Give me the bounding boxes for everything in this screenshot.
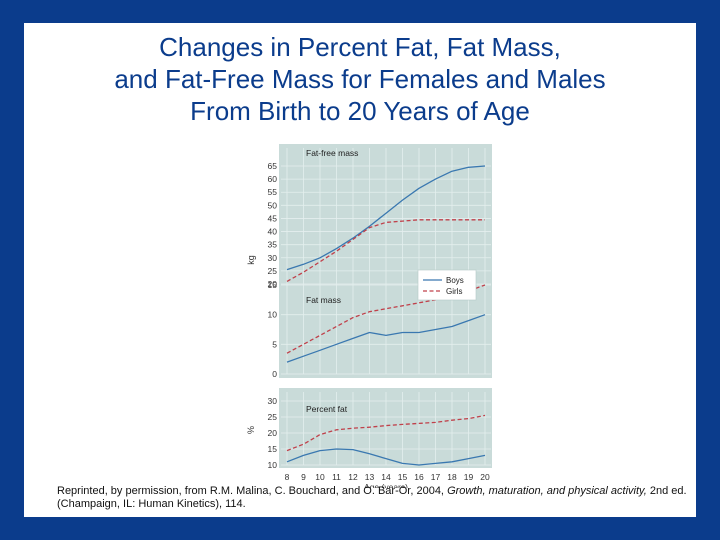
panel-title: Fat mass bbox=[306, 295, 341, 305]
y-tick-label: 20 bbox=[268, 279, 278, 289]
citation-book-title: Growth, maturation, and physical activit… bbox=[447, 485, 647, 497]
y-tick-label: 65 bbox=[268, 161, 278, 171]
x-tick-label: 14 bbox=[381, 472, 391, 482]
x-tick-label: 8 bbox=[285, 472, 290, 482]
title-line-1: Changes in Percent Fat, Fat Mass, bbox=[159, 32, 561, 62]
boys-fat-free-mass-line bbox=[286, 165, 486, 271]
y-tick-label: 50 bbox=[268, 200, 278, 210]
boys-legend-label: Boys bbox=[446, 276, 464, 285]
y-tick-label: 45 bbox=[268, 213, 278, 223]
y-tick-label: 10 bbox=[268, 310, 278, 320]
slide-title: Changes in Percent Fat, Fat Mass, and Fa… bbox=[24, 31, 696, 127]
slide: Changes in Percent Fat, Fat Mass, and Fa… bbox=[24, 23, 696, 517]
girls-percent-fat-line bbox=[286, 414, 486, 452]
citation-suffix: 2nd ed. (Champaign, IL: Human Kinetics),… bbox=[57, 485, 687, 510]
x-tick-label: 17 bbox=[431, 472, 441, 482]
body-composition-chart: 20 25 30 35 40 45 50 55 60 65 Fat-free mass kg 0 5 10 1… bbox=[246, 144, 492, 488]
y-tick-label: 55 bbox=[268, 187, 278, 197]
panel-title: Percent fat bbox=[306, 404, 348, 414]
boys-percent-fat-line bbox=[286, 448, 486, 466]
x-axis-label: Age (years) bbox=[364, 482, 408, 488]
x-tick-label: 12 bbox=[348, 472, 358, 482]
x-tick-label: 9 bbox=[301, 472, 306, 482]
y-tick-label: 5 bbox=[272, 339, 277, 349]
y-tick-label: 60 bbox=[268, 174, 278, 184]
x-tick-label: 20 bbox=[480, 472, 490, 482]
legend-box bbox=[417, 269, 477, 301]
x-tick-label: 10 bbox=[315, 472, 325, 482]
title-line-3: From Birth to 20 Years of Age bbox=[190, 96, 530, 126]
citation: Reprinted, by permission, from R.M. Mali… bbox=[57, 485, 687, 511]
girls-legend-label: Girls bbox=[446, 287, 462, 296]
kg-panel-background bbox=[279, 144, 492, 378]
y-tick-label: 35 bbox=[268, 240, 278, 250]
y-tick-label: 15 bbox=[268, 280, 278, 290]
y-tick-label: 25 bbox=[268, 266, 278, 276]
x-tick-label: 18 bbox=[447, 472, 457, 482]
y-axis-label: kg bbox=[246, 255, 256, 265]
panel-title: Fat-free mass bbox=[306, 148, 358, 158]
y-tick-label: 25 bbox=[268, 412, 278, 422]
x-tick-label: 19 bbox=[464, 472, 474, 482]
title-line-2: and Fat-Free Mass for Females and Males bbox=[114, 64, 606, 94]
y-axis-label: % bbox=[246, 426, 256, 434]
citation-prefix: Reprinted, by permission, from R.M. Mali… bbox=[57, 485, 448, 497]
y-tick-label: 40 bbox=[268, 227, 278, 237]
y-tick-label: 10 bbox=[268, 460, 278, 470]
y-tick-label: 20 bbox=[268, 428, 278, 438]
x-tick-label: 11 bbox=[332, 472, 341, 482]
boys-fat-mass-line bbox=[286, 314, 486, 363]
y-tick-label: 15 bbox=[268, 444, 278, 454]
y-tick-label: 30 bbox=[268, 253, 278, 263]
x-tick-label: 16 bbox=[414, 472, 424, 482]
x-tick-label: 13 bbox=[365, 472, 375, 482]
percent-panel-background bbox=[279, 388, 492, 468]
y-tick-label: 0 bbox=[272, 369, 277, 379]
y-tick-label: 30 bbox=[268, 396, 278, 406]
x-tick-label: 15 bbox=[398, 472, 408, 482]
